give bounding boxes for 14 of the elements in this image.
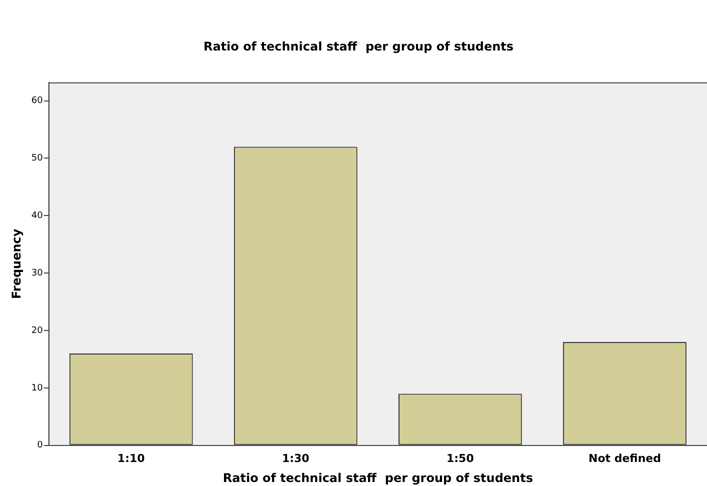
- x-tick-label: 1:30: [282, 452, 310, 465]
- y-tick-label: 0: [37, 440, 44, 451]
- chart-title: Ratio of technical staff per group of students: [203, 39, 514, 54]
- x-tick-label: 1:10: [117, 452, 146, 465]
- x-tick-label: Not defined: [588, 452, 661, 465]
- x-axis-title: Ratio of technical staff per group of students: [222, 470, 533, 485]
- y-tick-label: 20: [31, 326, 44, 336]
- x-tick-label: 1:50: [446, 452, 474, 465]
- y-tick-label: 60: [31, 96, 44, 106]
- y-axis-title: Frequency: [9, 228, 24, 300]
- y-tick-label: 40: [31, 210, 44, 221]
- y-tick-label: 10: [31, 383, 44, 394]
- y-tick-label: 50: [31, 154, 44, 164]
- y-tick-label: 30: [31, 268, 44, 278]
